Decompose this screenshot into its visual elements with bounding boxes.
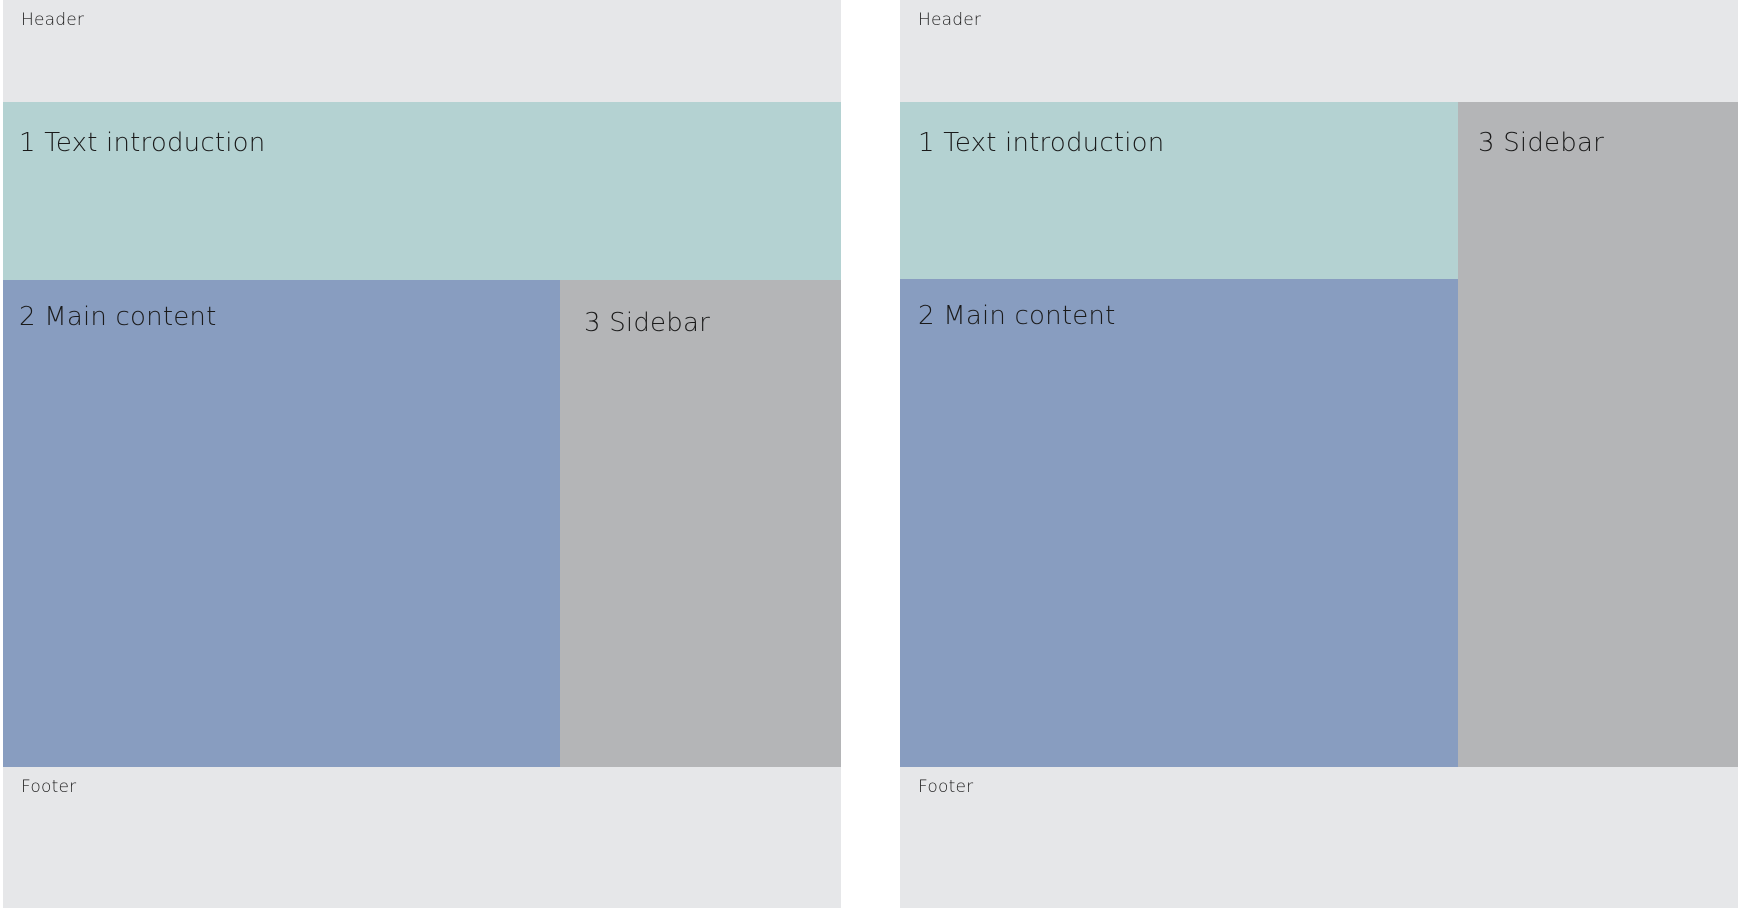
- sidebar-block: 3 Sidebar: [1458, 102, 1738, 767]
- intro-label: 1 Text introduction: [19, 128, 266, 158]
- header-label: Header: [918, 10, 982, 30]
- intro-block: 1 Text introduction: [900, 102, 1458, 279]
- sidebar-label: 3 Sidebar: [584, 308, 710, 338]
- intro-label: 1 Text introduction: [918, 128, 1165, 158]
- sidebar-block: 3 Sidebar: [560, 280, 841, 767]
- footer-label: Footer: [21, 777, 77, 797]
- main-content-label: 2 Main content: [19, 302, 217, 332]
- intro-block: 1 Text introduction: [3, 102, 841, 280]
- layout-diagram-right: Header 1 Text introduction 2 Main conten…: [900, 0, 1738, 908]
- main-content-label: 2 Main content: [918, 301, 1116, 331]
- main-content-block: 2 Main content: [900, 279, 1458, 767]
- main-content-block: 2 Main content: [3, 280, 560, 767]
- footer-label: Footer: [918, 777, 974, 797]
- sidebar-label: 3 Sidebar: [1478, 128, 1604, 158]
- layout-diagram-left: Header 1 Text introduction 2 Main conten…: [3, 0, 841, 908]
- header-label: Header: [21, 10, 85, 30]
